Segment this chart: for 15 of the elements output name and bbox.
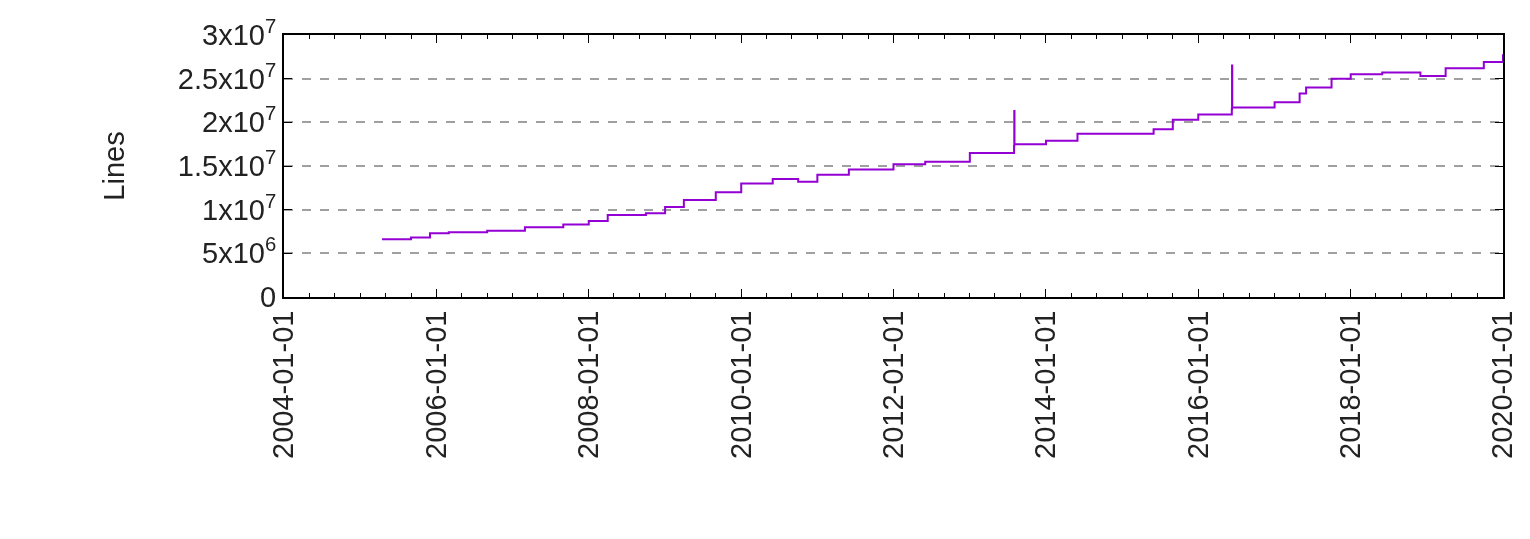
x-tick-label: 2014-01-01: [1029, 310, 1062, 459]
y-tick-label: 1.5x10$^{7}$: [177, 145, 277, 183]
y-tick-label: 3x10$^{7}$: [202, 14, 277, 52]
x-tick-label: 2006-01-01: [419, 310, 452, 459]
x-tick-label: 2008-01-01: [572, 310, 605, 459]
x-tick-label: 2016-01-01: [1181, 310, 1214, 459]
x-tick-label: 2010-01-01: [724, 310, 757, 459]
y-tick-label: 2x10$^{7}$: [202, 102, 277, 139]
y-axis-title: Lines: [97, 131, 130, 201]
y-tick-label: 5x10$^{6}$: [202, 233, 277, 270]
y-tick-label: 2.5x10$^{7}$: [177, 58, 277, 95]
y-tick-label: 1x10$^{7}$: [202, 189, 277, 226]
x-tick-label: 2020-01-01: [1486, 310, 1519, 459]
x-tick-label: 2012-01-01: [876, 310, 909, 459]
x-tick-label: 2018-01-01: [1334, 310, 1367, 459]
